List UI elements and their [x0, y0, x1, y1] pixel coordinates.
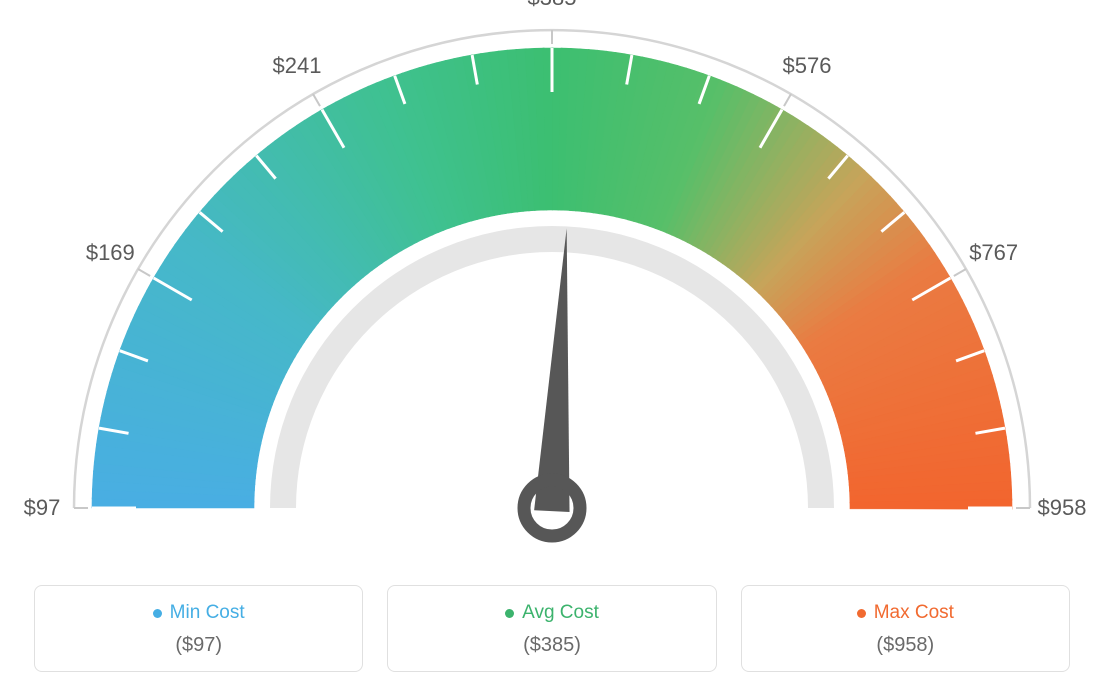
legend-label: Min Cost: [170, 602, 245, 624]
tick-label: $241: [273, 53, 322, 79]
tick-label: $97: [24, 495, 61, 521]
gauge-chart: $97 $169 $241 $385 $576 $767 $958: [0, 0, 1104, 560]
legend-card-avg: Avg Cost ($385): [387, 585, 716, 672]
tick-label: $385: [528, 0, 577, 11]
legend-title-max: Max Cost: [857, 602, 954, 624]
tick-label: $767: [969, 240, 1018, 266]
legend-title-avg: Avg Cost: [505, 602, 599, 624]
legend-card-min: Min Cost ($97): [34, 585, 363, 672]
legend-card-max: Max Cost ($958): [741, 585, 1070, 672]
gauge-svg: [0, 0, 1104, 560]
dot-icon: [857, 609, 866, 618]
legend-title-min: Min Cost: [153, 602, 245, 624]
dot-icon: [505, 609, 514, 618]
tick-label: $958: [1038, 495, 1087, 521]
legend-label: Avg Cost: [522, 602, 599, 624]
legend-row: Min Cost ($97) Avg Cost ($385) Max Cost …: [0, 585, 1104, 672]
legend-value: ($385): [398, 634, 705, 657]
needle: [534, 228, 569, 512]
legend-label: Max Cost: [874, 602, 954, 624]
legend-value: ($958): [752, 634, 1059, 657]
legend-value: ($97): [45, 634, 352, 657]
dot-icon: [153, 609, 162, 618]
tick-label: $576: [783, 53, 832, 79]
tick-label: $169: [86, 240, 135, 266]
